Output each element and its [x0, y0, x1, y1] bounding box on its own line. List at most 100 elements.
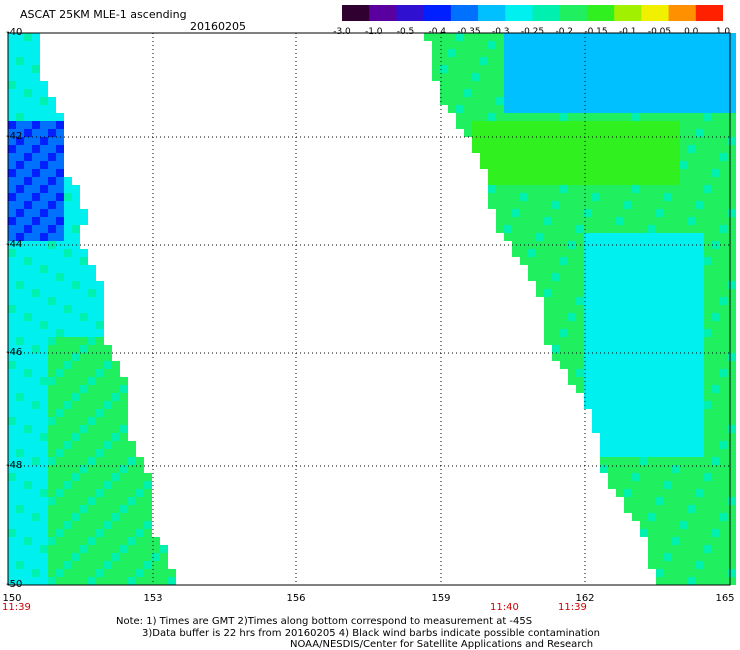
swath-cell [600, 129, 608, 137]
swath-cell [696, 73, 704, 81]
swath-cell [536, 185, 544, 193]
swath-cell [600, 233, 608, 241]
swath-cell [616, 249, 624, 257]
swath-cell [608, 265, 616, 273]
swath-cell [728, 537, 736, 545]
lat-label: -42 [6, 131, 23, 142]
swath-cell [640, 521, 648, 529]
swath-cell [696, 577, 704, 585]
swath-cell [16, 553, 24, 561]
swath-cell [664, 337, 672, 345]
swath-cell [608, 49, 616, 57]
swath-cell [24, 433, 32, 441]
swath-cell [632, 313, 640, 321]
swath-cell [672, 457, 680, 465]
chart-title: ASCAT 25KM MLE-1 ascending [20, 8, 187, 21]
swath-cell [16, 497, 24, 505]
swath-cell [8, 569, 16, 577]
swath-cell [704, 73, 712, 81]
swath-cell [600, 377, 608, 385]
swath-cell [528, 193, 536, 201]
swath-cell [704, 97, 712, 105]
swath-cell [624, 217, 632, 225]
swath-cell [488, 161, 496, 169]
swath-cell [72, 297, 80, 305]
swath-cell [712, 73, 720, 81]
swath-cell [8, 449, 16, 457]
swath-cell [24, 41, 32, 49]
swath-cell [32, 561, 40, 569]
swath-cell [136, 473, 144, 481]
swath-cell [32, 569, 40, 577]
swath-cell [696, 193, 704, 201]
swath-cell [672, 337, 680, 345]
swath-cell [680, 57, 688, 65]
swath-cell [8, 409, 16, 417]
swath-cell [600, 289, 608, 297]
swath-cell [56, 193, 64, 201]
swath-cell [648, 185, 656, 193]
swath-cell [728, 185, 736, 193]
swath-cell [496, 129, 504, 137]
swath-cell [72, 217, 80, 225]
swath-cell [616, 177, 624, 185]
swath-cell [32, 497, 40, 505]
swath-cell [704, 153, 712, 161]
swath-cell [56, 353, 64, 361]
swath-cell [56, 417, 64, 425]
swath-cell [488, 137, 496, 145]
swath-cell [616, 225, 624, 233]
swath-cell [688, 481, 696, 489]
swath-cell [608, 233, 616, 241]
swath-cell [688, 321, 696, 329]
swath-cell [656, 361, 664, 369]
swath-cell [512, 121, 520, 129]
swath-cell [56, 505, 64, 513]
swath-cell [8, 305, 16, 313]
swath-cell [592, 121, 600, 129]
swath-cell [104, 393, 112, 401]
swath-cell [24, 569, 32, 577]
swath-cell [696, 329, 704, 337]
swath-cell [680, 209, 688, 217]
swath-cell [56, 361, 64, 369]
swath-cell [728, 225, 736, 233]
swath-cell [48, 273, 56, 281]
swath-cell [16, 49, 24, 57]
swath-cell [640, 385, 648, 393]
swath-cell [504, 161, 512, 169]
swath-cell [512, 201, 520, 209]
swath-cell [680, 393, 688, 401]
swath-cell [56, 297, 64, 305]
swath-cell [72, 193, 80, 201]
swath-cell [632, 153, 640, 161]
swath-cell [720, 345, 728, 353]
swath-cell [720, 49, 728, 57]
swath-cell [720, 289, 728, 297]
swath-cell [144, 529, 152, 537]
swath-cell [704, 489, 712, 497]
swath-cell [688, 577, 696, 585]
swath-cell [56, 545, 64, 553]
swath-cell [672, 225, 680, 233]
swath-cell [616, 193, 624, 201]
swath-cell [88, 401, 96, 409]
swath-cell [648, 169, 656, 177]
swath-cell [680, 281, 688, 289]
swath-cell [712, 153, 720, 161]
swath-cell [600, 385, 608, 393]
swath-cell [640, 97, 648, 105]
swath-cell [16, 41, 24, 49]
swath-cell [696, 465, 704, 473]
swath-cell [96, 529, 104, 537]
swath-cell [688, 105, 696, 113]
colorbar-segment [695, 5, 723, 21]
swath-cell [48, 577, 56, 585]
swath-cell [696, 393, 704, 401]
swath-cell [656, 401, 664, 409]
swath-cell [544, 129, 552, 137]
swath-cell [568, 377, 576, 385]
swath-cell [496, 225, 504, 233]
swath-cell [616, 185, 624, 193]
swath-cell [600, 225, 608, 233]
